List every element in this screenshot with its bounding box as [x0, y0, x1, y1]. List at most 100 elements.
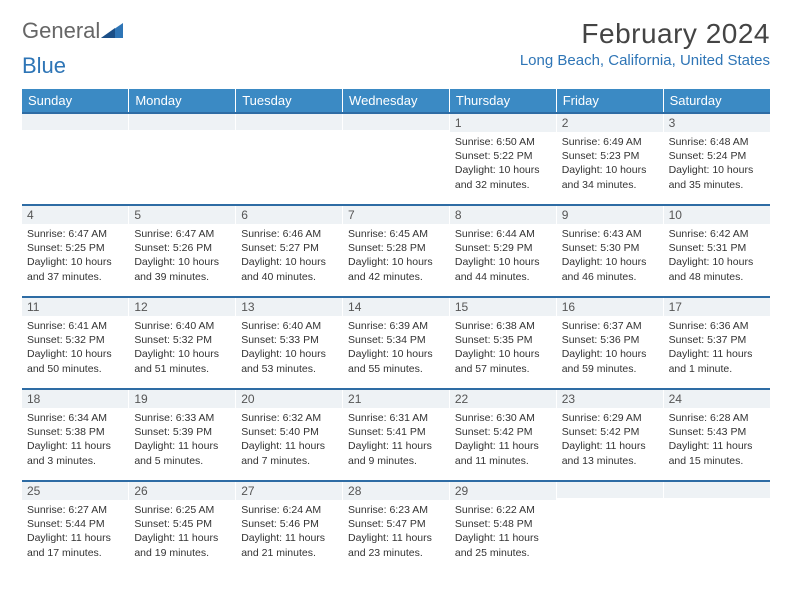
sunset-text: Sunset: 5:26 PM	[134, 241, 230, 255]
sunset-text: Sunset: 5:45 PM	[134, 517, 230, 531]
daylight-text: Daylight: 11 hours and 5 minutes.	[134, 439, 230, 467]
sunset-text: Sunset: 5:43 PM	[669, 425, 765, 439]
day-number: 24	[664, 390, 770, 408]
day-number: 26	[129, 482, 235, 500]
calendar-cell	[236, 113, 343, 205]
sunset-text: Sunset: 5:35 PM	[455, 333, 551, 347]
sunset-text: Sunset: 5:32 PM	[27, 333, 123, 347]
day-info: Sunrise: 6:34 AMSunset: 5:38 PMDaylight:…	[22, 408, 128, 472]
sunrise-text: Sunrise: 6:30 AM	[455, 411, 551, 425]
day-number	[343, 114, 449, 130]
daylight-text: Daylight: 11 hours and 17 minutes.	[27, 531, 123, 559]
daylight-text: Daylight: 10 hours and 37 minutes.	[27, 255, 123, 283]
sunrise-text: Sunrise: 6:47 AM	[27, 227, 123, 241]
day-info: Sunrise: 6:23 AMSunset: 5:47 PMDaylight:…	[343, 500, 449, 564]
weekday-header: Tuesday	[236, 89, 343, 113]
calendar-cell: 15Sunrise: 6:38 AMSunset: 5:35 PMDayligh…	[449, 297, 556, 389]
calendar-cell: 8Sunrise: 6:44 AMSunset: 5:29 PMDaylight…	[449, 205, 556, 297]
daylight-text: Daylight: 11 hours and 1 minute.	[669, 347, 765, 375]
day-info: Sunrise: 6:47 AMSunset: 5:26 PMDaylight:…	[129, 224, 235, 288]
calendar-week-row: 4Sunrise: 6:47 AMSunset: 5:25 PMDaylight…	[22, 205, 770, 297]
calendar-cell: 21Sunrise: 6:31 AMSunset: 5:41 PMDayligh…	[343, 389, 450, 481]
day-info: Sunrise: 6:46 AMSunset: 5:27 PMDaylight:…	[236, 224, 342, 288]
day-number: 19	[129, 390, 235, 408]
day-number: 5	[129, 206, 235, 224]
daylight-text: Daylight: 11 hours and 3 minutes.	[27, 439, 123, 467]
day-number: 11	[22, 298, 128, 316]
daylight-text: Daylight: 11 hours and 23 minutes.	[348, 531, 444, 559]
daylight-text: Daylight: 11 hours and 21 minutes.	[241, 531, 337, 559]
day-info: Sunrise: 6:42 AMSunset: 5:31 PMDaylight:…	[664, 224, 770, 288]
day-number: 23	[557, 390, 663, 408]
calendar-week-row: 1Sunrise: 6:50 AMSunset: 5:22 PMDaylight…	[22, 113, 770, 205]
day-number: 22	[450, 390, 556, 408]
day-info: Sunrise: 6:40 AMSunset: 5:32 PMDaylight:…	[129, 316, 235, 380]
calendar-table: SundayMondayTuesdayWednesdayThursdayFrid…	[22, 89, 770, 572]
sunrise-text: Sunrise: 6:47 AM	[134, 227, 230, 241]
daylight-text: Daylight: 10 hours and 39 minutes.	[134, 255, 230, 283]
calendar-body: 1 Sunrise: 6:50 AMSunset: 5:22 PM Daylight…	[22, 113, 770, 572]
daylight-text: Daylight: 10 hours and 46 minutes.	[562, 255, 658, 283]
calendar-cell: 22Sunrise: 6:30 AMSunset: 5:42 PMDayligh…	[449, 389, 556, 481]
day-info: Sunrise: 6:48 AMSunset: 5:24 PMDaylight:…	[664, 132, 770, 196]
sunrise-text: Sunrise: 6:22 AM	[455, 503, 551, 517]
title-block: February 2024 Long Beach, California, Un…	[520, 18, 770, 69]
day-number: 28	[343, 482, 449, 500]
sunrise-text: Sunrise: 6:34 AM	[27, 411, 123, 425]
calendar-cell	[343, 113, 450, 205]
sunset-text: Sunset: 5:24 PM	[669, 149, 765, 163]
daylight-text: Daylight: 10 hours and 53 minutes.	[241, 347, 337, 375]
sunset-text: Sunset: 5:42 PM	[455, 425, 551, 439]
daylight-text: Daylight: 10 hours and 44 minutes.	[455, 255, 551, 283]
calendar-cell	[556, 481, 663, 572]
sunrise-text: Sunrise: 6:41 AM	[27, 319, 123, 333]
sunrise-text: Sunrise: 6:40 AM	[241, 319, 337, 333]
day-number: 1	[450, 114, 556, 132]
sunset-text: Sunset: 5:44 PM	[27, 517, 123, 531]
calendar-cell	[663, 481, 770, 572]
day-info: Sunrise: 6:44 AMSunset: 5:29 PMDaylight:…	[450, 224, 556, 288]
day-number: 12	[129, 298, 235, 316]
daylight-text: Daylight: 11 hours and 15 minutes.	[669, 439, 765, 467]
day-info: Sunrise: 6:32 AMSunset: 5:40 PMDaylight:…	[236, 408, 342, 472]
daylight-text: Daylight: 10 hours and 50 minutes.	[27, 347, 123, 375]
sunset-text: Sunset: 5:42 PM	[562, 425, 658, 439]
day-info: Sunrise: 6:30 AMSunset: 5:42 PMDaylight:…	[450, 408, 556, 472]
day-number	[22, 114, 128, 130]
calendar-cell: 13Sunrise: 6:40 AMSunset: 5:33 PMDayligh…	[236, 297, 343, 389]
sunrise-text: Sunrise: 6:32 AM	[241, 411, 337, 425]
sunrise-text: Sunrise: 6:40 AM	[134, 319, 230, 333]
sunset-text: Sunset: 5:39 PM	[134, 425, 230, 439]
day-number	[129, 114, 235, 130]
sunset-text: Sunset: 5:22 PM	[455, 149, 551, 163]
sunset-text: Sunset: 5:32 PM	[134, 333, 230, 347]
sunset-text: Sunset: 5:29 PM	[455, 241, 551, 255]
day-info: Sunrise: 6:45 AMSunset: 5:28 PMDaylight:…	[343, 224, 449, 288]
daylight-text: Daylight: 11 hours and 13 minutes.	[562, 439, 658, 467]
calendar-cell: 6Sunrise: 6:46 AMSunset: 5:27 PMDaylight…	[236, 205, 343, 297]
day-number: 20	[236, 390, 342, 408]
day-number: 21	[343, 390, 449, 408]
day-number	[557, 482, 663, 498]
sunrise-text: Sunrise: 6:50 AM	[455, 135, 551, 149]
day-number	[664, 482, 770, 498]
calendar-week-row: 18Sunrise: 6:34 AMSunset: 5:38 PMDayligh…	[22, 389, 770, 481]
day-number: 3	[664, 114, 770, 132]
daylight-text: Daylight: 10 hours and 42 minutes.	[348, 255, 444, 283]
calendar-cell: 10Sunrise: 6:42 AMSunset: 5:31 PMDayligh…	[663, 205, 770, 297]
brand-part2: Blue	[22, 53, 66, 78]
sunrise-text: Sunrise: 6:37 AM	[562, 319, 658, 333]
sunset-text: Sunset: 5:37 PM	[669, 333, 765, 347]
day-number: 4	[22, 206, 128, 224]
day-number: 6	[236, 206, 342, 224]
calendar-cell: 26Sunrise: 6:25 AMSunset: 5:45 PMDayligh…	[129, 481, 236, 572]
sunset-text: Sunset: 5:33 PM	[241, 333, 337, 347]
day-info: Sunrise: 6:25 AMSunset: 5:45 PMDaylight:…	[129, 500, 235, 564]
daylight-text: Daylight: 11 hours and 11 minutes.	[455, 439, 551, 467]
brand-triangle-icon	[101, 18, 123, 44]
day-info: Sunrise: 6:36 AMSunset: 5:37 PMDaylight:…	[664, 316, 770, 380]
daylight-text: Daylight: 10 hours and 48 minutes.	[669, 255, 765, 283]
daylight-text: Daylight: 11 hours and 19 minutes.	[134, 531, 230, 559]
calendar-cell: 17Sunrise: 6:36 AMSunset: 5:37 PMDayligh…	[663, 297, 770, 389]
day-info: Sunrise: 6:37 AMSunset: 5:36 PMDaylight:…	[557, 316, 663, 380]
